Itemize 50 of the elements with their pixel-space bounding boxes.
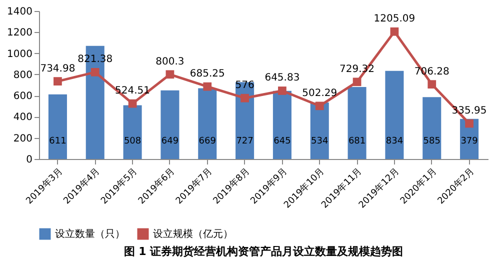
data-label: 669 xyxy=(198,136,216,146)
data-label: 727 xyxy=(236,136,254,146)
data-label: 379 xyxy=(460,136,478,146)
point xyxy=(128,99,137,108)
y-tick-label: 1400 xyxy=(7,6,32,18)
legend-label: 设立规模（亿元） xyxy=(153,228,233,240)
point xyxy=(203,82,212,91)
data-label: 645 xyxy=(274,136,291,146)
y-tick-label: 0 xyxy=(26,154,32,166)
data-label: 734.98 xyxy=(40,63,76,74)
y-tick-label: 400 xyxy=(13,112,32,124)
y-tick-label: 1000 xyxy=(7,48,32,60)
point xyxy=(315,102,324,110)
y-tick-label: 1200 xyxy=(7,28,32,39)
point xyxy=(352,78,362,86)
point xyxy=(54,77,62,86)
data-label: 681 xyxy=(348,136,366,146)
y-tick-label: 600 xyxy=(13,91,32,102)
data-label: 508 xyxy=(124,136,142,146)
point xyxy=(428,80,436,89)
data-label: 800.3 xyxy=(156,56,184,68)
data-label: 576 xyxy=(235,80,254,92)
bar xyxy=(198,88,217,159)
y-tick-label: 200 xyxy=(13,133,32,144)
point xyxy=(166,70,174,79)
data-label: 649 xyxy=(161,136,179,146)
data-label: 645.83 xyxy=(264,72,300,84)
data-label: 1205.09 xyxy=(374,14,416,25)
y-tick-label: 800 xyxy=(13,70,32,81)
data-label: 834 xyxy=(386,136,404,146)
bar xyxy=(385,70,404,159)
bar xyxy=(236,82,254,159)
data-label: 685.25 xyxy=(190,68,225,80)
data-label: 585 xyxy=(423,136,440,146)
bar xyxy=(348,87,366,159)
data-label: 502.29 xyxy=(302,88,338,99)
bar xyxy=(272,90,292,159)
data-label: 534 xyxy=(311,136,328,146)
point xyxy=(90,68,100,76)
point xyxy=(278,86,286,95)
data-label: 611 xyxy=(49,136,66,146)
caption: 图 1 证券期货经营机构资管产品月设立数量及规模趋势图 xyxy=(124,245,404,258)
point xyxy=(240,94,249,102)
bar xyxy=(422,97,442,159)
bar xyxy=(123,105,142,159)
bar xyxy=(160,90,180,159)
point xyxy=(465,119,474,128)
legend-label: 设立数量（只） xyxy=(55,228,125,240)
bar xyxy=(48,94,67,159)
point xyxy=(390,27,399,36)
